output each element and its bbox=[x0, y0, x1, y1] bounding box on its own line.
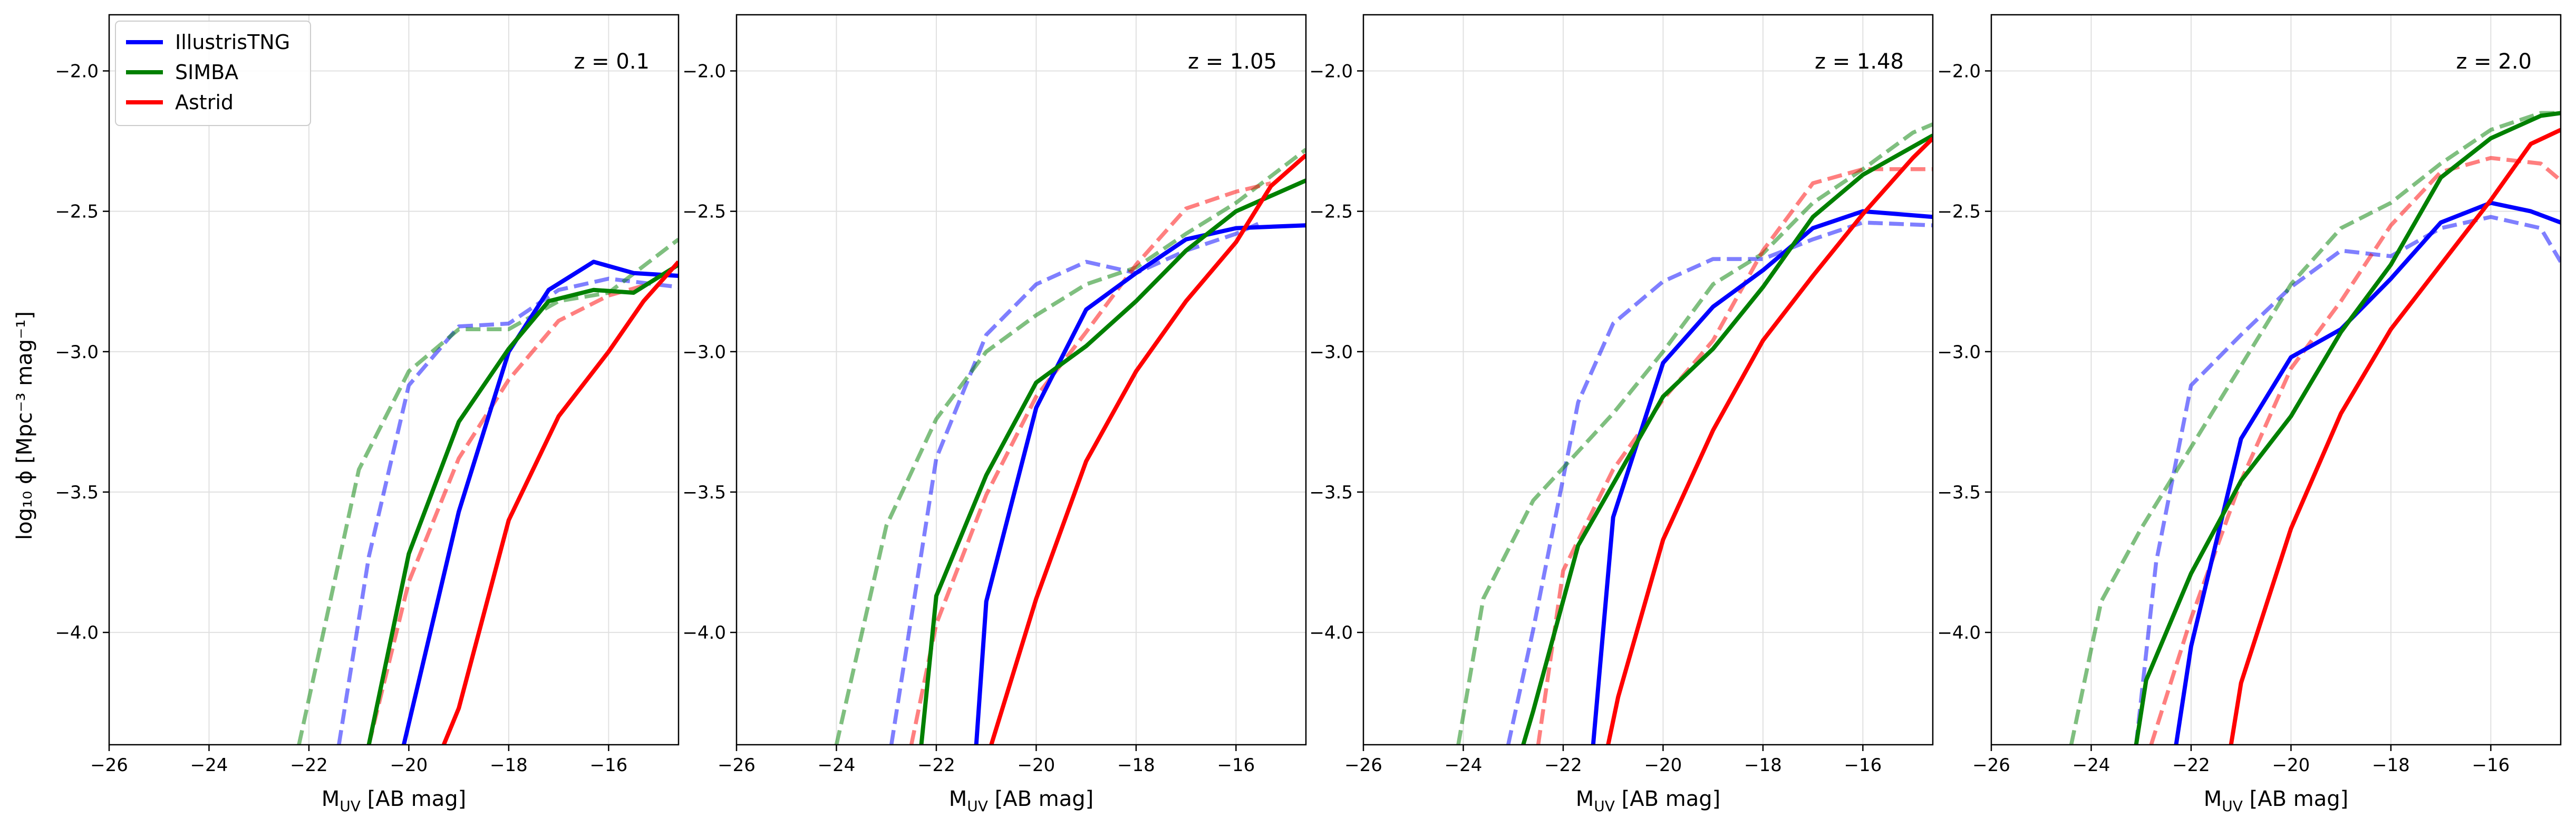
series-group bbox=[1456, 122, 1933, 745]
x-tick-label: −18 bbox=[1117, 755, 1155, 776]
x-tick-label: −26 bbox=[1344, 755, 1382, 776]
x-tick-label: −26 bbox=[1972, 755, 2010, 776]
legend-label-illustristng: IllustrisTNG bbox=[175, 31, 290, 54]
y-tick-label: −3.5 bbox=[1309, 482, 1353, 503]
legend-box bbox=[115, 21, 311, 126]
series-line-astrid-dashed bbox=[366, 282, 650, 745]
redshift-label: z = 1.48 bbox=[1815, 50, 1904, 74]
panel-4: −26 −24 −22 −20 −18 −16 −4.0 −3.5 −3.0 −2.5 −2.0 MU… bbox=[1937, 14, 2562, 815]
plot-frame bbox=[735, 14, 1307, 746]
y-axis-label: log₁₀ ϕ [Mpc⁻³ mag⁻¹] bbox=[13, 311, 37, 540]
series-line-illustristng-solid bbox=[1591, 209, 1933, 745]
x-axis-label: MUV [AB mag] bbox=[2204, 787, 2348, 815]
y-tick-label: −2.5 bbox=[682, 201, 726, 223]
series-line-simba-solid bbox=[919, 178, 1306, 745]
legend-label-astrid: Astrid bbox=[175, 91, 234, 114]
series-line-simba-solid bbox=[1521, 133, 1933, 745]
x-tick-label: −18 bbox=[490, 755, 528, 776]
panel-2: −26 −24 −22 −20 −18 −16 −4.0 −3.5 −3.0 −2.5 −2.0 MU… bbox=[682, 14, 1307, 815]
y-tick-label: −3.0 bbox=[1937, 342, 1981, 363]
series-line-astrid-solid bbox=[1606, 137, 1933, 745]
series-line-astrid-solid bbox=[442, 260, 679, 745]
plot-frame bbox=[1362, 14, 1934, 746]
x-tick-label: −22 bbox=[2172, 755, 2210, 776]
plot-frame bbox=[1990, 14, 2562, 746]
series-line-illustristng-solid bbox=[2174, 200, 2561, 745]
x-tick-label: −20 bbox=[2272, 755, 2310, 776]
x-tick-label: −26 bbox=[718, 755, 756, 776]
plot-frame bbox=[108, 14, 680, 746]
y-tick-label: −3.5 bbox=[1937, 482, 1981, 503]
panel-1: −26 −24 −22 −20 −18 −16 −4.0 −3.5 −3.0 −2.5 −2.0 MU… bbox=[55, 14, 680, 815]
x-tick-label: −16 bbox=[1217, 755, 1255, 776]
y-tick-label: −2.5 bbox=[1309, 201, 1353, 223]
series-line-illustristng-solid bbox=[974, 223, 1306, 745]
series-line-astrid-dashed bbox=[2149, 156, 2561, 745]
y-tick-label: −4.0 bbox=[682, 622, 726, 643]
x-tick-label: −24 bbox=[1445, 755, 1483, 776]
panel-3: −26 −24 −22 −20 −18 −16 −4.0 −3.5 −3.0 −2.5 −2.0 MU… bbox=[1309, 14, 1934, 815]
x-tick-label: −24 bbox=[818, 755, 856, 776]
series-line-simba-dashed bbox=[1456, 122, 1933, 745]
x-tick-label: −16 bbox=[1844, 755, 1882, 776]
y-tick-label: −2.5 bbox=[1937, 201, 1981, 223]
x-axis-label: MUV [AB mag] bbox=[322, 787, 466, 815]
series-line-simba-dashed bbox=[2069, 111, 2561, 745]
x-tick-label: −22 bbox=[290, 755, 328, 776]
x-tick-label: −22 bbox=[917, 755, 955, 776]
x-tick-label: −16 bbox=[589, 755, 627, 776]
series-line-astrid-solid bbox=[2229, 128, 2561, 745]
series-line-astrid-solid bbox=[989, 153, 1306, 745]
redshift-label: z = 0.1 bbox=[574, 50, 650, 74]
x-tick-label: −16 bbox=[2472, 755, 2510, 776]
y-tick-label: −2.0 bbox=[55, 61, 99, 82]
y-tick-label: −3.0 bbox=[55, 342, 99, 363]
y-tick-label: −3.0 bbox=[682, 342, 726, 363]
series-line-illustristng-dashed bbox=[889, 220, 1262, 745]
series-line-illustristng-solid bbox=[402, 259, 679, 745]
series-line-illustristng-dashed bbox=[1506, 220, 1933, 745]
x-tick-label: −22 bbox=[1544, 755, 1582, 776]
series-line-astrid-dashed bbox=[909, 181, 1272, 745]
x-tick-label: −20 bbox=[1018, 755, 1055, 776]
series-line-astrid-dashed bbox=[1536, 167, 1933, 745]
legend: IllustrisTNG SIMBA Astrid bbox=[115, 21, 311, 126]
y-tick-label: −3.5 bbox=[682, 482, 726, 503]
y-tick-label: −4.0 bbox=[1309, 622, 1353, 643]
y-tick-label: −4.0 bbox=[1937, 622, 1981, 643]
x-tick-label: −18 bbox=[1744, 755, 1782, 776]
panels-group: −26 −24 −22 −20 −18 −16 −4.0 −3.5 −3.0 −2.5 −2.0 MU… bbox=[55, 14, 2562, 815]
x-tick-label: −20 bbox=[1644, 755, 1682, 776]
series-group bbox=[2069, 111, 2561, 745]
series-line-illustristng-dashed bbox=[337, 276, 679, 745]
series-line-illustristng-dashed bbox=[2134, 215, 2561, 745]
legend-label-simba: SIMBA bbox=[175, 61, 238, 84]
series-line-simba-dashed bbox=[834, 148, 1306, 745]
y-tick-label: −2.0 bbox=[1937, 61, 1981, 82]
series-group bbox=[834, 148, 1306, 745]
y-tick-label: −3.5 bbox=[55, 482, 99, 503]
x-tick-label: −26 bbox=[90, 755, 128, 776]
x-tick-label: −20 bbox=[390, 755, 428, 776]
y-tick-label: −2.0 bbox=[1309, 61, 1353, 82]
series-line-simba-solid bbox=[366, 263, 679, 745]
series-line-simba-dashed bbox=[297, 237, 679, 745]
y-tick-label: −3.0 bbox=[1309, 342, 1353, 363]
x-tick-label: −24 bbox=[2073, 755, 2110, 776]
x-axis-label: MUV [AB mag] bbox=[949, 787, 1093, 815]
series-group bbox=[297, 237, 679, 745]
x-tick-label: −24 bbox=[190, 755, 228, 776]
redshift-label: z = 2.0 bbox=[2456, 50, 2532, 74]
y-tick-label: −2.5 bbox=[55, 201, 99, 223]
y-tick-label: −2.0 bbox=[682, 61, 726, 82]
x-axis-label: MUV [AB mag] bbox=[1576, 787, 1720, 815]
redshift-label: z = 1.05 bbox=[1188, 50, 1277, 74]
series-line-simba-solid bbox=[2134, 111, 2561, 745]
x-tick-label: −18 bbox=[2372, 755, 2410, 776]
y-tick-label: −4.0 bbox=[55, 622, 99, 643]
